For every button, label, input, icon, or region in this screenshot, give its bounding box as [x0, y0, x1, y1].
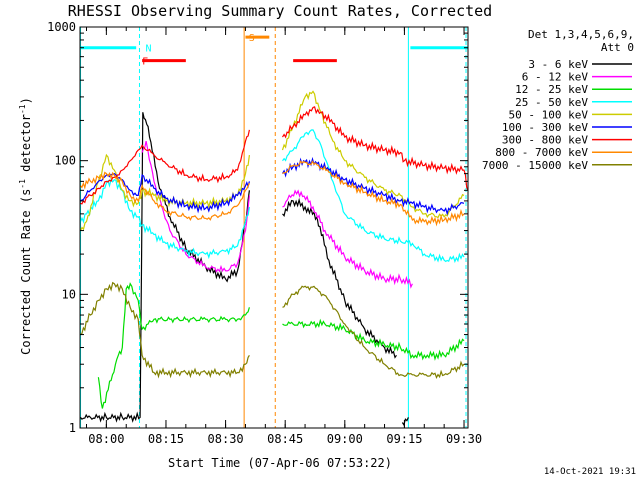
x-axis-label: Start Time (07-Apr-06 07:53:22) — [168, 456, 392, 470]
legend-header-line2: Att 0 — [601, 41, 634, 54]
y-axis-label-sup1: -1 — [18, 179, 27, 189]
axes: 1 10 100 1000 08:00 08:15 08:30 08:45 09:00 09:15… — [47, 20, 482, 446]
legend-label-6: 300 - 800 keV — [502, 134, 588, 147]
y-axis-label-sup2: -1 — [18, 104, 27, 114]
legend-label-7: 800 - 7000 keV — [495, 146, 588, 159]
plot-frame — [79, 26, 469, 429]
legend-label-2: 12 - 25 keV — [515, 83, 588, 96]
y-axis-label-part1: Corrected Count Rate (s — [19, 189, 33, 355]
x-tick-label-3: 08:45 — [267, 432, 303, 446]
y-axis-label-part2: detector — [19, 114, 33, 179]
x-tick-label-2: 08:30 — [208, 432, 244, 446]
plot-area — [80, 27, 468, 428]
legend-label-8: 7000 - 15000 keV — [482, 159, 588, 172]
series-line-3 — [79, 129, 465, 264]
series-lines — [79, 90, 469, 427]
legend-label-3: 25 - 50 keV — [515, 96, 588, 109]
legend-label-5: 100 - 300 keV — [502, 121, 588, 134]
y-tick-label-0: 1 — [69, 421, 76, 435]
plot-background — [80, 27, 468, 428]
y-tick-label-2: 100 — [54, 154, 76, 168]
flag-label-F: F — [142, 57, 148, 68]
flag-bars: NF S — [80, 33, 468, 68]
x-tick-label-5: 09:15 — [386, 432, 422, 446]
x-tick-label-4: 09:00 — [327, 432, 363, 446]
legend-header-line1: Det 1,3,4,5,6,9, — [528, 28, 634, 41]
chart-title: RHESSI Observing Summary Count Rates, Co… — [68, 2, 492, 20]
y-axis-label: Corrected Count Rate (s-1 detector-1) — [18, 97, 33, 355]
legend-label-1: 6 - 12 keV — [522, 71, 589, 84]
legend-label-4: 50 - 100 keV — [509, 108, 589, 121]
series-line-7 — [80, 160, 465, 227]
series-line-2 — [97, 282, 465, 409]
y-tick-label-3: 1000 — [47, 20, 76, 34]
flag-label-S: S — [249, 33, 255, 44]
series-line-8 — [80, 281, 465, 380]
y-axis-label-part3: ) — [19, 97, 33, 104]
legend-label-0: 3 - 6 keV — [528, 58, 588, 71]
series-line-6 — [80, 106, 469, 205]
x-tick-label-0: 08:00 — [88, 432, 124, 446]
generation-timestamp: 14-Oct-2021 19:31 — [544, 467, 636, 477]
y-tick-label-1: 10 — [62, 287, 76, 301]
series-line-4 — [79, 90, 465, 231]
x-tick-label-6: 09:30 — [446, 432, 482, 446]
x-tick-label-1: 08:15 — [148, 432, 184, 446]
flag-label-N: N — [145, 44, 151, 55]
